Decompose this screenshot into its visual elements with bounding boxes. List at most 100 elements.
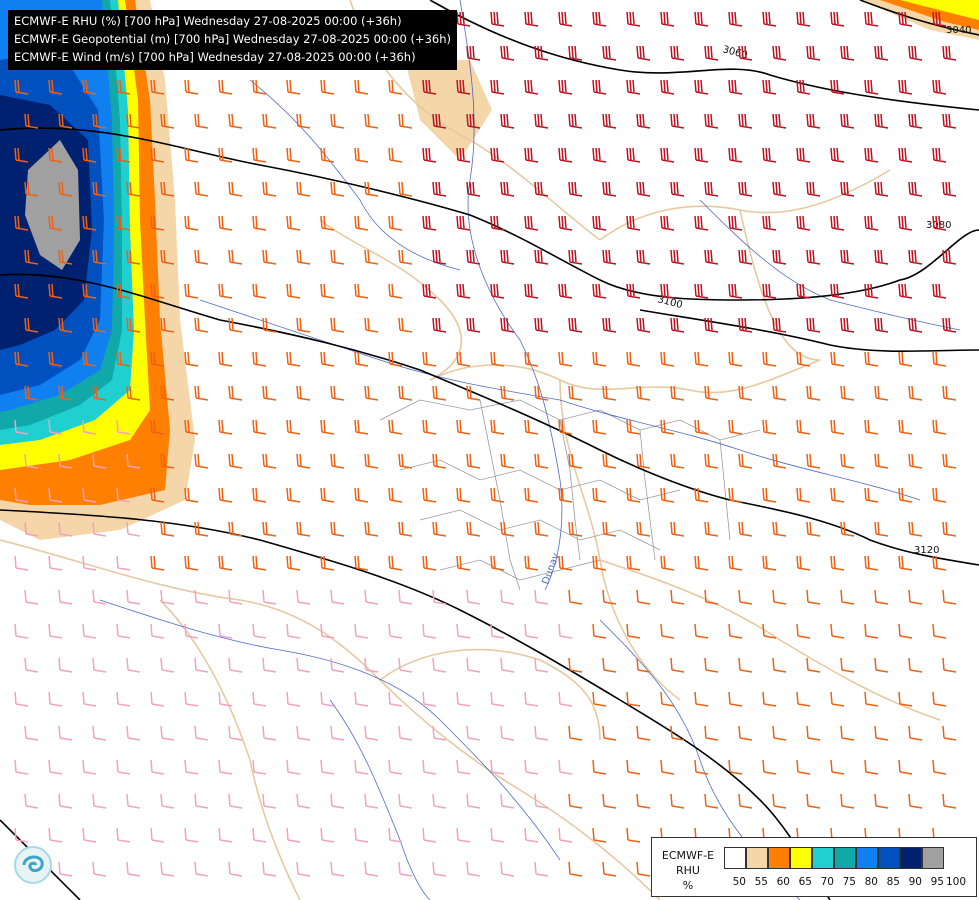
wind-barb	[908, 793, 923, 809]
wind-barb	[398, 385, 413, 401]
wind-barb	[82, 79, 97, 95]
wind-barb	[524, 11, 539, 27]
wind-barb	[218, 351, 233, 367]
wind-barb	[864, 419, 879, 435]
wind-barb	[262, 725, 277, 741]
wind-barb	[330, 385, 345, 401]
wind-barb	[568, 589, 583, 605]
wind-barb	[262, 385, 277, 401]
wind-barb	[354, 759, 369, 775]
wind-barb	[796, 759, 811, 775]
contour-3040	[859, 0, 979, 36]
wind-barb	[830, 555, 845, 571]
wind-barb	[398, 861, 413, 877]
wind-barb	[500, 521, 515, 537]
wind-barb	[728, 759, 743, 775]
wind-barb	[194, 521, 209, 537]
wind-barb	[490, 759, 505, 775]
wind-barb	[796, 79, 811, 95]
wind-barb	[694, 11, 709, 27]
wind-barb	[184, 79, 199, 95]
wind-barb	[704, 45, 719, 61]
wind-barb	[796, 419, 811, 435]
wind-barb	[262, 589, 277, 605]
wind-barb	[184, 759, 199, 775]
colorbar-unit: %	[682, 879, 694, 892]
wind-barb	[388, 623, 403, 639]
wind-barb	[728, 487, 743, 503]
wind-barb	[558, 555, 573, 571]
wind-barb	[252, 419, 267, 435]
wind-barb	[558, 691, 573, 707]
wind-barb	[330, 113, 345, 129]
wind-barb	[252, 555, 267, 571]
colorbar-tick: 100	[945, 876, 966, 888]
wind-barb	[830, 759, 845, 775]
wind-barb	[184, 351, 199, 367]
wind-barb	[228, 725, 243, 741]
wind-barb	[398, 113, 413, 129]
wind-barb	[320, 79, 335, 95]
wind-barb	[432, 793, 447, 809]
colorbar-tick: 90	[908, 876, 922, 888]
wind-barb	[388, 351, 403, 367]
wind-barb	[48, 827, 63, 843]
wind-barb	[728, 351, 743, 367]
wind-barb	[354, 827, 369, 843]
wind-barb	[320, 691, 335, 707]
wind-barb	[762, 759, 777, 775]
wind-barb	[636, 45, 651, 61]
colorbar-cell	[900, 847, 922, 869]
wind-barb	[772, 113, 787, 129]
wind-barb	[898, 555, 913, 571]
wind-barb	[194, 113, 209, 129]
wind-barb	[898, 11, 913, 27]
wind-barb	[24, 181, 39, 197]
wind-barb	[762, 215, 777, 231]
wind-barb	[728, 215, 743, 231]
wind-barb	[942, 725, 957, 741]
wind-barb	[568, 657, 583, 673]
wind-barb	[660, 283, 675, 299]
wind-barb	[670, 793, 685, 809]
wind-barb	[694, 623, 709, 639]
wind-barb	[24, 453, 39, 469]
wind-barb	[364, 793, 379, 809]
contour-3120b	[639, 309, 979, 353]
wind-barb	[160, 317, 175, 333]
wind-barb	[160, 249, 175, 265]
wind-barb	[942, 521, 957, 537]
wind-barb	[490, 351, 505, 367]
wind-barb	[432, 861, 447, 877]
wind-barb	[432, 181, 447, 197]
wind-barb	[82, 759, 97, 775]
colorbar-cell	[790, 847, 812, 869]
wind-barb	[58, 793, 73, 809]
wind-barb	[490, 691, 505, 707]
wind-barb	[14, 827, 29, 843]
wind-barb	[738, 45, 753, 61]
wind-barb	[456, 215, 471, 231]
wind-barb	[500, 589, 515, 605]
wind-barb	[48, 555, 63, 571]
wind-barb	[252, 691, 267, 707]
wind-barb	[660, 11, 675, 27]
wind-barb	[796, 147, 811, 163]
wind-barb	[398, 181, 413, 197]
wind-barb	[364, 521, 379, 537]
wind-barb	[58, 589, 73, 605]
wind-barb	[456, 79, 471, 95]
wind-barb	[286, 623, 301, 639]
wind-barb	[262, 657, 277, 673]
colorbar-tick: 55	[754, 876, 768, 888]
wind-barb	[92, 317, 107, 333]
wind-barb	[228, 861, 243, 877]
wind-barb	[466, 249, 481, 265]
wind-barb	[738, 385, 753, 401]
wind-barb	[762, 11, 777, 27]
wind-barb	[942, 249, 957, 265]
wind-barb	[592, 147, 607, 163]
wind-barb	[908, 385, 923, 401]
wind-barb	[456, 11, 471, 27]
